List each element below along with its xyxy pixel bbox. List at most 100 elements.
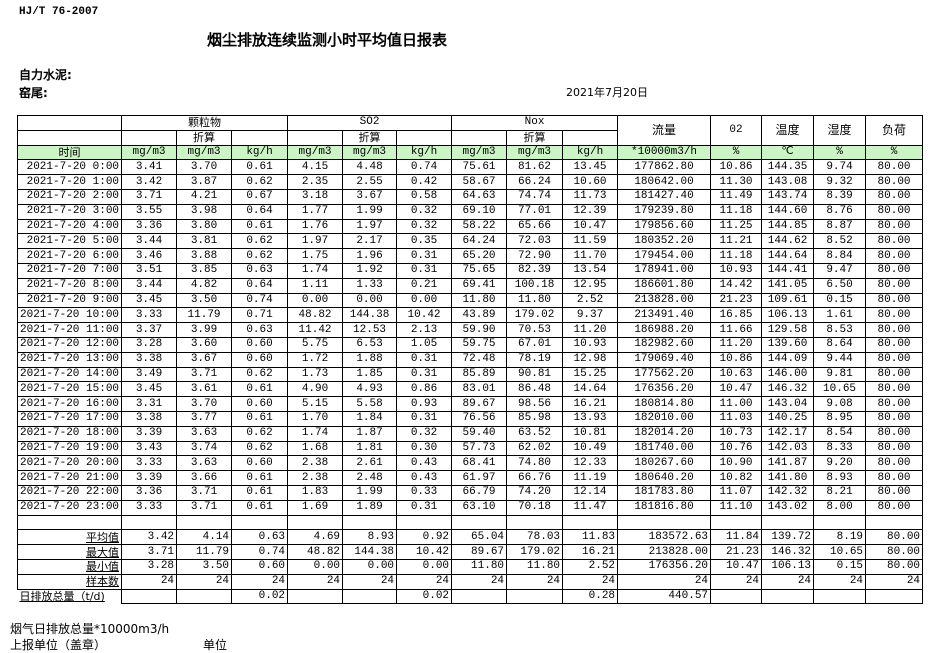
value-cell: 2.17: [342, 233, 398, 250]
value-cell: 11.80: [506, 292, 564, 309]
reporter-label: 上报单位（盖章）: [10, 638, 107, 652]
summary-value: 24: [121, 573, 178, 590]
value-cell: 3.67: [176, 351, 233, 368]
table-row: 2021-7-20 5:00 3.44 3.81 0.62 1.97 2.17 0.35 64…: [16, 233, 924, 250]
value-cell: 10.86: [710, 159, 763, 176]
group-so2: SO2: [287, 115, 453, 131]
value-cell: 9.37: [562, 307, 619, 324]
summary-value: 179.02: [506, 544, 564, 560]
time-cell: 2021-7-20 1:00: [16, 174, 123, 190]
blank-cell: [287, 129, 344, 146]
value-cell: 1.72: [287, 351, 344, 368]
value-cell: 3.51: [121, 262, 178, 279]
value-cell: 3.80: [176, 218, 233, 235]
value-cell: 0.31: [396, 499, 453, 516]
value-cell: 3.45: [121, 381, 178, 398]
value-cell: 58.67: [451, 174, 508, 190]
value-cell: 140.25: [761, 410, 815, 427]
value-cell: 129.58: [761, 322, 815, 338]
value-cell: 11.80: [451, 292, 508, 309]
summary-value: 11.84: [710, 529, 763, 546]
value-cell: 3.36: [121, 484, 178, 501]
value-cell: 15.25: [562, 366, 619, 383]
value-cell: 3.33: [121, 499, 178, 516]
value-cell: 80.00: [865, 440, 924, 457]
value-cell: 78.19: [506, 351, 564, 368]
value-cell: 181740.00: [617, 440, 712, 457]
value-cell: 182010.00: [617, 410, 712, 427]
value-cell: 0.00: [396, 292, 453, 309]
value-cell: 182014.20: [617, 425, 712, 442]
value-cell: 3.44: [121, 277, 178, 294]
summary-value: 11.79: [176, 544, 233, 560]
converted-label: 折算: [342, 129, 398, 146]
unit-cell: mg/m3: [506, 144, 564, 161]
value-cell: 144.09: [761, 351, 815, 368]
value-cell: 5.75: [287, 336, 344, 353]
summary-value: 213828.00: [617, 544, 712, 560]
group-particulate: 颗粒物: [121, 115, 289, 131]
time-cell: 2021-7-20 0:00: [16, 159, 123, 176]
value-cell: 0.31: [396, 248, 453, 264]
value-cell: 11.07: [710, 484, 763, 501]
value-cell: 8.33: [813, 440, 867, 457]
value-cell: 213828.00: [617, 292, 712, 309]
time-cell: 2021-7-20 15:00: [16, 381, 123, 398]
value-cell: 2.13: [396, 322, 453, 338]
value-cell: 12.33: [562, 455, 619, 472]
summary-value: 10.42: [396, 544, 453, 560]
value-cell: 1.33: [342, 277, 398, 294]
value-cell: 1.85: [342, 366, 398, 383]
humidity-header: 湿度: [813, 115, 867, 146]
value-cell: 8.39: [813, 188, 867, 205]
time-cell: 2021-7-20 11:00: [16, 322, 123, 338]
value-cell: 80.00: [865, 366, 924, 383]
value-cell: 9.32: [813, 174, 867, 190]
summary-value: 24: [761, 573, 815, 590]
summary-value: 11.83: [562, 529, 619, 546]
value-cell: 3.88: [176, 248, 233, 264]
flue-gas-total-label: 烟气日排放总量*10000m3/h: [10, 622, 170, 636]
value-cell: 0.62: [231, 440, 289, 457]
value-cell: 179856.60: [617, 218, 712, 235]
value-cell: 8.52: [813, 233, 867, 250]
value-cell: 3.33: [121, 307, 178, 324]
value-cell: 0.33: [396, 484, 453, 501]
value-cell: 179069.40: [617, 351, 712, 368]
unit-cell: %: [865, 144, 924, 161]
summary-value: 0.00: [342, 558, 398, 575]
value-cell: 11.70: [562, 248, 619, 264]
value-cell: 143.08: [761, 174, 815, 190]
unit-cell: %: [813, 144, 867, 161]
value-cell: 10.76: [710, 440, 763, 457]
value-cell: 14.42: [710, 277, 763, 294]
value-cell: 48.82: [287, 307, 344, 324]
summary-value: 3.28: [121, 558, 178, 575]
summary-value: [451, 588, 508, 605]
value-cell: 3.70: [176, 159, 233, 176]
summary-row: 最小值 3.28 3.50 0.60 0.00 0.00 0.00 11.80 11.80 2.5…: [16, 558, 924, 575]
value-cell: 80.00: [865, 425, 924, 442]
blank-cell: [813, 514, 867, 531]
value-cell: 3.99: [176, 322, 233, 338]
value-cell: 3.45: [121, 292, 178, 309]
blank-cell: [396, 514, 453, 531]
value-cell: 90.81: [506, 366, 564, 383]
value-cell: 1.70: [287, 410, 344, 427]
value-cell: 10.65: [813, 381, 867, 398]
value-cell: 0.60: [231, 351, 289, 368]
value-cell: 146.32: [761, 381, 815, 398]
value-cell: 0.43: [396, 455, 453, 472]
converted-label: 折算: [506, 129, 564, 146]
summary-value: [761, 588, 815, 605]
table-row: 2021-7-20 7:00 3.51 3.85 0.63 1.74 1.92 0.31 75…: [16, 262, 924, 279]
value-cell: 80.00: [865, 410, 924, 427]
value-cell: 1.99: [342, 203, 398, 220]
summary-value: 8.19: [813, 529, 867, 546]
value-cell: 0.31: [396, 366, 453, 383]
table-row: 2021-7-20 20:00 3.33 3.63 0.60 2.38 2.61 0.43 6…: [16, 455, 924, 472]
value-cell: 61.97: [451, 470, 508, 486]
value-cell: 176356.20: [617, 381, 712, 398]
summary-value: 78.03: [506, 529, 564, 546]
summary-value: 24: [396, 573, 453, 590]
